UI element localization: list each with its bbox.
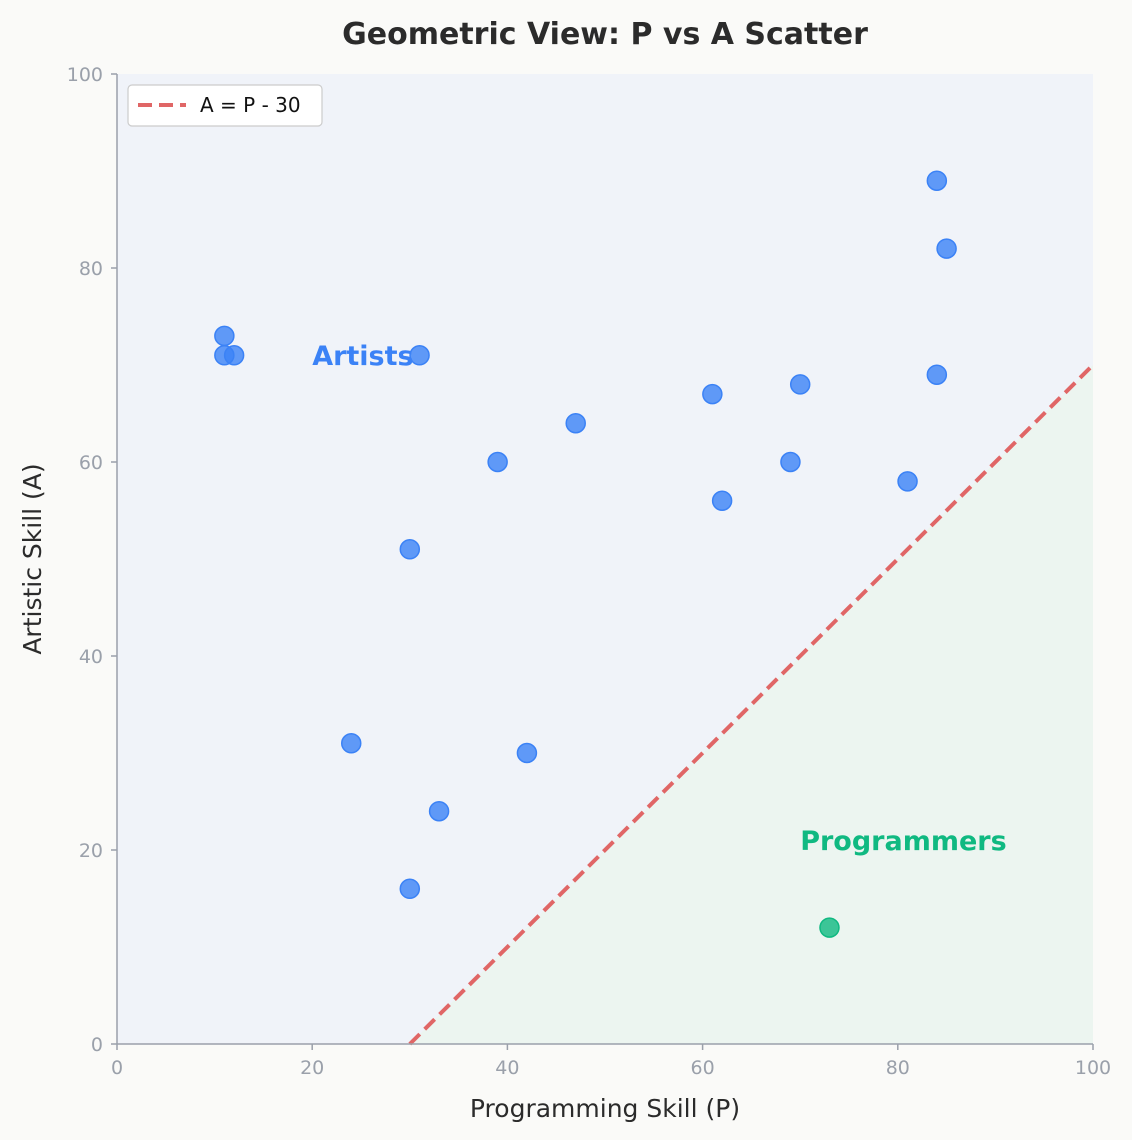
artist-point bbox=[897, 471, 918, 492]
y-tick-label: 20 bbox=[79, 840, 103, 862]
artist-point bbox=[702, 383, 723, 405]
artist-point bbox=[926, 170, 948, 191]
legend-box bbox=[127, 84, 323, 127]
region-label-artists: Artists bbox=[312, 341, 413, 372]
region-label-programmers: Programmers bbox=[800, 826, 1006, 857]
x-tick-label: 0 bbox=[111, 1057, 123, 1079]
artist-point bbox=[789, 374, 811, 395]
data-points bbox=[214, 170, 957, 938]
x-tick-label: 100 bbox=[1075, 1057, 1111, 1079]
tick-labels: 0 20 40 60 80 100 0 20 40 60 80 100 bbox=[67, 64, 1111, 1079]
artist-point bbox=[399, 539, 421, 560]
axes bbox=[116, 74, 1093, 1045]
y-tick-label: 0 bbox=[91, 1034, 103, 1056]
programmer-point bbox=[819, 917, 840, 938]
artist-point bbox=[780, 451, 801, 473]
x-tick-label: 60 bbox=[691, 1057, 715, 1079]
artist-point bbox=[409, 345, 430, 366]
artist-point bbox=[516, 742, 538, 764]
artist-point bbox=[487, 451, 508, 473]
x-axis-label: Programming Skill (P) bbox=[470, 1094, 740, 1123]
artist-point bbox=[428, 800, 450, 822]
chart-title: Geometric View: P vs A Scatter bbox=[342, 17, 868, 52]
y-axis-label: Artistic Skill (A) bbox=[18, 463, 47, 654]
y-tick-label: 40 bbox=[79, 646, 103, 668]
plot-background bbox=[117, 74, 1093, 1044]
artist-point bbox=[223, 345, 245, 366]
x-tick-label: 40 bbox=[495, 1057, 519, 1079]
x-tick-label: 20 bbox=[300, 1057, 324, 1079]
y-tick-label: 80 bbox=[79, 258, 103, 280]
region-labels: Artists Programmers bbox=[312, 341, 1006, 857]
artist-point bbox=[399, 878, 421, 900]
artist-point bbox=[936, 238, 957, 259]
artist-point bbox=[214, 325, 235, 347]
y-tick-label: 100 bbox=[67, 64, 103, 86]
artist-point bbox=[926, 364, 948, 385]
x-tick-label: 80 bbox=[886, 1057, 910, 1079]
reference-line-group bbox=[408, 363, 1095, 1046]
legend: A = P - 30 bbox=[127, 84, 323, 127]
y-tick-label: 60 bbox=[79, 452, 103, 474]
artist-point bbox=[340, 733, 362, 754]
legend-label: A = P - 30 bbox=[200, 93, 301, 117]
artist-point bbox=[565, 412, 586, 434]
reference-line bbox=[408, 363, 1095, 1046]
artist-point bbox=[711, 490, 733, 512]
